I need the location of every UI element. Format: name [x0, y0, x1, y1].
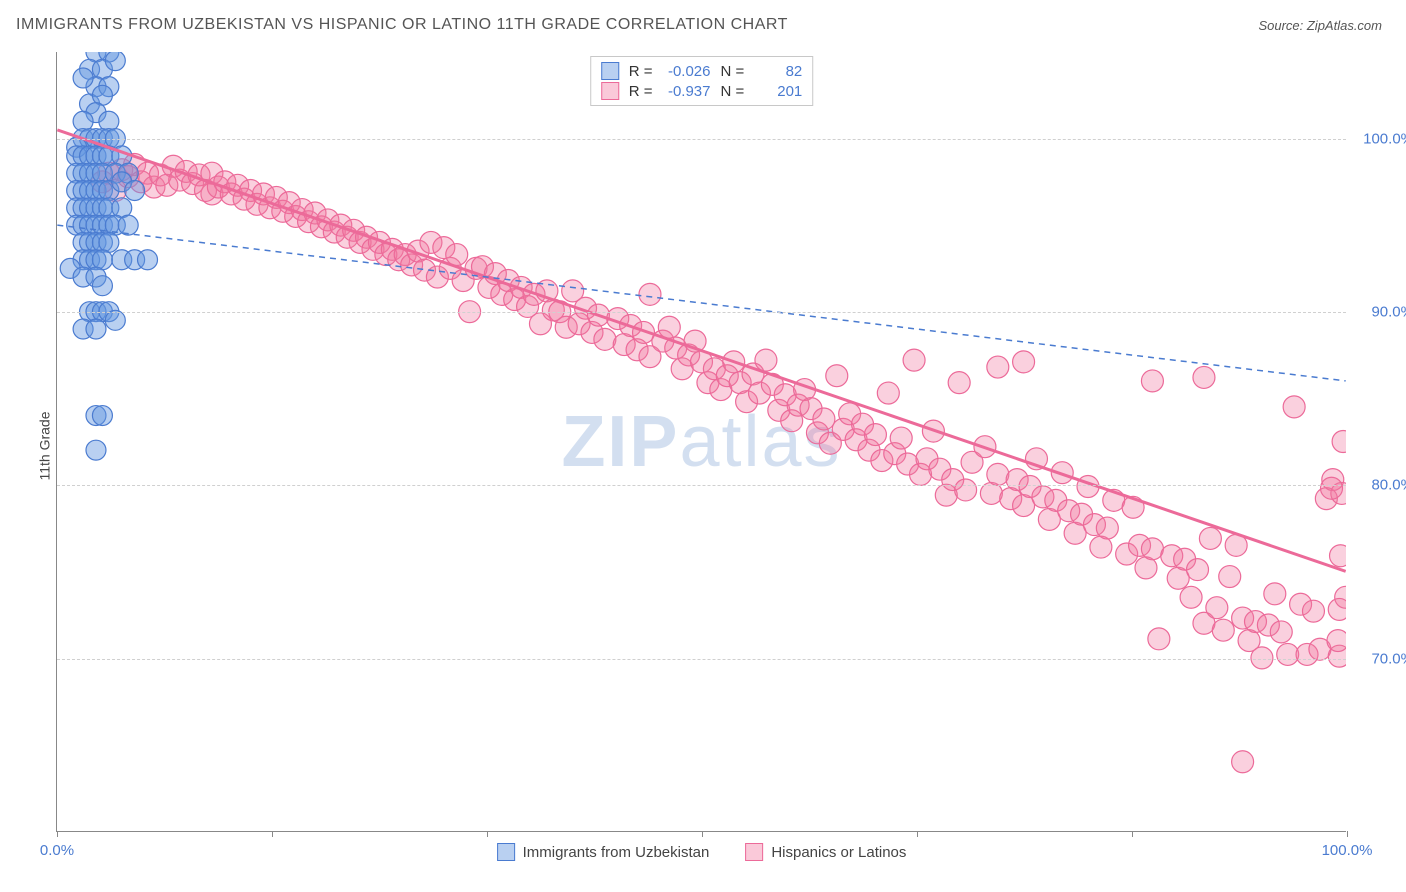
legend-n: N =201: [721, 83, 803, 100]
chart-svg: [57, 52, 1346, 831]
x-tick: [702, 831, 703, 837]
legend-row: R =-0.026 N =82: [601, 61, 803, 81]
legend-r: R =-0.937: [629, 83, 711, 100]
plot-area: ZIPatlas R =-0.026N =82R =-0.937N =201 I…: [56, 52, 1346, 832]
y-tick-label: 80.0%: [1371, 477, 1406, 494]
x-tick: [487, 831, 488, 837]
bottom-legend: Immigrants from Uzbekistan Hispanics or L…: [497, 843, 907, 861]
x-tick: [917, 831, 918, 837]
x-tick: [1132, 831, 1133, 837]
x-tick-label: 0.0%: [40, 842, 74, 859]
source-label: Source: ZipAtlas.com: [1258, 18, 1382, 33]
legend-n: N =82: [721, 63, 803, 80]
bottom-legend-item: Immigrants from Uzbekistan: [497, 843, 710, 861]
legend-swatch: [497, 843, 515, 861]
legend-label: Immigrants from Uzbekistan: [523, 844, 710, 861]
legend-swatch: [601, 82, 619, 100]
legend-swatch: [745, 843, 763, 861]
inset-legend: R =-0.026 N =82 R =-0.937 N =201: [590, 56, 814, 106]
x-tick: [1347, 831, 1348, 837]
bottom-legend-item: Hispanics or Latinos: [745, 843, 906, 861]
y-tick-label: 100.0%: [1363, 130, 1406, 147]
legend-swatch: [601, 62, 619, 80]
legend-r: R =-0.026: [629, 63, 711, 80]
legend-row: R =-0.937 N =201: [601, 81, 803, 101]
x-tick: [272, 831, 273, 837]
chart-container: IMMIGRANTS FROM UZBEKISTAN VS HISPANIC O…: [0, 0, 1406, 892]
gridline: [57, 659, 1346, 660]
chart-title: IMMIGRANTS FROM UZBEKISTAN VS HISPANIC O…: [16, 16, 788, 34]
y-tick-label: 90.0%: [1371, 304, 1406, 321]
gridline: [57, 312, 1346, 313]
legend-label: Hispanics or Latinos: [771, 844, 906, 861]
y-axis-label: 11th Grade: [37, 411, 53, 480]
watermark: ZIPatlas: [561, 401, 841, 483]
x-tick: [57, 831, 58, 837]
gridline: [57, 485, 1346, 486]
x-tick-label: 100.0%: [1322, 842, 1373, 859]
y-tick-label: 70.0%: [1371, 650, 1406, 667]
gridline: [57, 139, 1346, 140]
